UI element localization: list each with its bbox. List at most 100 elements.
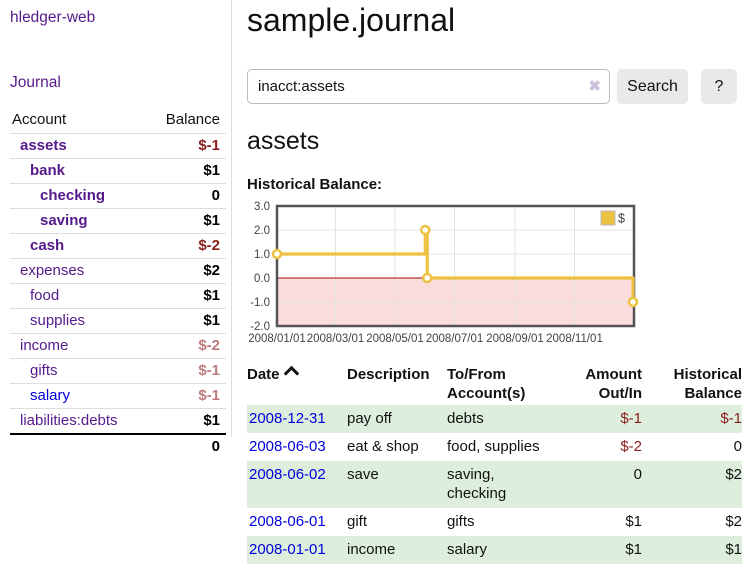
historical-balance-chart[interactable]: $3.0 2.0 1.0 0.0 -1.0 -2.0 2008/01/01 2008/03/0… [247,198,742,346]
transaction-accounts: gifts [447,513,475,530]
account-heading: assets [247,127,320,155]
register-row: 2008-06-02 save saving, checking 0 $2 [247,461,742,508]
transaction-accounts: salary [447,541,488,558]
svg-text:0.0: 0.0 [254,273,270,285]
account-balance: $1 [146,283,226,309]
account-row: liabilities:debts $1 [10,408,226,435]
help-button[interactable]: ? [701,69,737,104]
account-link[interactable]: expenses [20,262,85,279]
transaction-date-link[interactable]: 2008-06-01 [249,513,326,530]
search-button[interactable]: Search [617,69,688,104]
account-row: food $1 [10,283,226,309]
account-balance: $-2 [146,233,226,259]
register-row: 2008-12-31 pay off debts $-1 $-1 [247,405,742,433]
account-column-header: Account [10,107,147,134]
svg-text:2008/01/01: 2008/01/01 [248,333,306,345]
account-balance: $2 [146,258,226,284]
account-link[interactable]: saving [40,212,88,229]
svg-text:3.0: 3.0 [254,201,270,213]
account-balance: 0 [146,183,226,209]
transaction-date-link[interactable]: 2008-06-02 [249,466,326,483]
page-title: sample.journal [247,2,456,38]
register-header-row: Date Description To/From Account(s) Amou… [247,363,742,405]
transaction-description: income [347,541,396,558]
svg-text:2008/07/01: 2008/07/01 [426,333,484,345]
app-brand-link[interactable]: hledger-web [10,9,96,26]
transaction-amount: $1 [625,513,642,530]
sort-ascending-icon [283,365,299,382]
transaction-amount: $-1 [620,410,642,427]
transaction-accounts: saving, checking [447,466,507,502]
account-link[interactable]: checking [40,187,106,204]
svg-text:1.0: 1.0 [254,249,270,261]
account-row: gifts $-1 [10,358,226,384]
account-row: checking 0 [10,183,226,209]
accounts-column-header: To/From Account(s) [447,366,526,402]
transaction-description: gift [347,513,368,530]
data-point-marker [420,224,431,236]
account-total-balance: 0 [146,433,226,459]
sidebar: hledger-web Journal Account Balance asse… [0,0,232,459]
account-link[interactable]: assets [20,137,67,154]
account-link[interactable]: gifts [30,362,58,379]
data-point-marker [421,272,433,284]
search-input[interactable] [247,69,610,104]
main-content: sample.journal ✖ Search ? assets Histori… [247,0,742,564]
transaction-date-link[interactable]: 2008-01-01 [249,541,326,558]
sidebar-item-journal[interactable]: Journal [10,74,61,91]
account-row: expenses $2 [10,258,226,284]
svg-text:2008/11/01: 2008/11/01 [546,333,603,345]
account-row: bank $1 [10,158,226,184]
legend-swatch [600,210,616,226]
search-field-wrap: ✖ [247,69,610,104]
transaction-balance: 0 [733,438,742,455]
account-row: supplies $1 [10,308,226,334]
account-link[interactable]: income [20,337,69,354]
account-link[interactable]: salary [30,387,71,404]
account-link[interactable]: food [30,287,60,304]
account-link[interactable]: bank [30,162,66,179]
account-balance: $-1 [146,358,226,384]
account-row: cash $-2 [10,233,226,259]
account-balance: $1 [146,408,226,435]
balance-column-header-register: Historical Balance [673,366,742,402]
transaction-description: pay off [347,410,392,427]
transaction-description: eat & shop [347,438,419,455]
account-link[interactable]: supplies [30,312,86,329]
account-balance: $-2 [146,333,226,359]
transaction-accounts: debts [447,410,484,427]
description-column-header: Description [347,366,430,383]
account-link[interactable]: cash [30,237,65,254]
transaction-amount: $1 [625,541,642,558]
svg-text:-1.0: -1.0 [250,297,270,309]
transaction-date-link[interactable]: 2008-12-31 [249,410,326,427]
svg-text:2.0: 2.0 [254,225,270,237]
clear-search-icon[interactable]: ✖ [588,78,601,95]
transaction-balance: $2 [725,513,742,530]
data-point-marker [271,248,283,260]
account-balance: $1 [146,308,226,334]
chart-title: Historical Balance: [247,176,383,193]
register-table: Date Description To/From Account(s) Amou… [247,363,742,564]
account-balance: $-1 [146,383,226,409]
account-link[interactable]: liabilities:debts [20,412,118,429]
account-table-header: Account Balance [10,107,226,134]
account-row: saving $1 [10,208,226,234]
balance-column-header: Balance [146,107,226,134]
transaction-date-link[interactable]: 2008-06-03 [249,438,326,455]
account-row: assets $-1 [10,133,226,159]
transaction-amount: $-2 [620,438,642,455]
date-column-header[interactable]: Date [247,363,347,405]
register-row: 2008-06-01 gift gifts $1 $2 [247,508,742,536]
svg-text:2008/09/01: 2008/09/01 [486,333,544,345]
transaction-accounts: food, supplies [447,438,540,455]
svg-text:-2.0: -2.0 [250,321,270,333]
account-row: salary $-1 [10,383,226,409]
account-row: income $-2 [10,333,226,359]
account-balance-table: Account Balance assets $-1 bank $1 checking 0… [10,107,226,459]
legend-label: $ [618,212,625,226]
transaction-balance: $-1 [720,410,742,427]
svg-text:2008/05/01: 2008/05/01 [366,333,424,345]
account-balance: $1 [146,158,226,184]
